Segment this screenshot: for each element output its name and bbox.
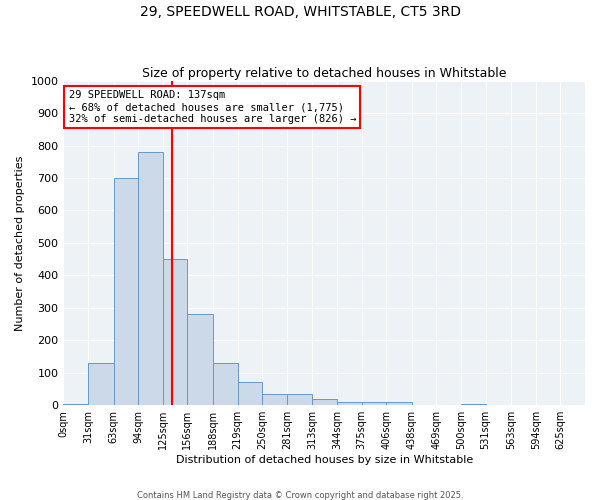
Bar [362,402,386,405]
Bar [113,178,138,405]
Bar [262,394,287,405]
Bar [287,394,312,405]
Bar [238,382,262,405]
Bar [213,363,238,405]
Title: Size of property relative to detached houses in Whitstable: Size of property relative to detached ho… [142,66,506,80]
Bar [461,404,485,405]
Bar [88,363,113,405]
Bar [163,259,187,405]
Bar [337,402,362,405]
Text: 29 SPEEDWELL ROAD: 137sqm
← 68% of detached houses are smaller (1,775)
32% of se: 29 SPEEDWELL ROAD: 137sqm ← 68% of detac… [68,90,356,124]
Y-axis label: Number of detached properties: Number of detached properties [15,155,25,330]
Bar [312,398,337,405]
Bar [386,402,412,405]
Bar [138,152,163,405]
Bar [64,404,88,405]
X-axis label: Distribution of detached houses by size in Whitstable: Distribution of detached houses by size … [176,455,473,465]
Bar [187,314,213,405]
Text: 29, SPEEDWELL ROAD, WHITSTABLE, CT5 3RD: 29, SPEEDWELL ROAD, WHITSTABLE, CT5 3RD [139,5,461,19]
Text: Contains HM Land Registry data © Crown copyright and database right 2025.: Contains HM Land Registry data © Crown c… [137,490,463,500]
